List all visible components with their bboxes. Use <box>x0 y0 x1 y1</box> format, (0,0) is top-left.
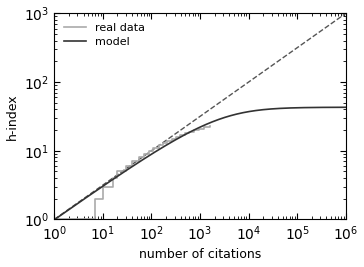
model <box>306 106 311 109</box>
real data <box>182 132 187 135</box>
Y-axis label: h-index: h-index <box>5 93 19 140</box>
real data <box>130 160 134 163</box>
real data <box>151 146 156 150</box>
real data <box>147 149 151 152</box>
real data <box>101 185 105 188</box>
model <box>103 183 107 186</box>
real data <box>197 127 201 130</box>
real data <box>187 130 191 133</box>
real data <box>208 124 212 127</box>
Line: model: model <box>54 107 346 220</box>
real data <box>115 170 120 173</box>
real data <box>178 133 182 136</box>
real data <box>52 218 56 221</box>
real data <box>157 144 161 147</box>
real data <box>192 128 196 132</box>
Line: real data: real data <box>54 126 210 219</box>
model <box>338 106 342 109</box>
model <box>344 106 348 109</box>
real data <box>202 125 206 129</box>
model <box>52 218 56 221</box>
real data <box>174 135 178 138</box>
real data <box>96 197 100 200</box>
real data <box>161 141 165 144</box>
real data <box>124 164 128 168</box>
Legend: real data, model: real data, model <box>60 19 150 51</box>
real data <box>86 218 90 221</box>
real data <box>165 139 169 142</box>
real data <box>93 197 98 200</box>
real data <box>142 152 146 155</box>
model <box>177 136 181 140</box>
real data <box>106 185 111 188</box>
real data <box>136 156 141 159</box>
real data <box>111 176 115 180</box>
real data <box>169 137 174 140</box>
model <box>85 195 90 198</box>
X-axis label: number of citations: number of citations <box>139 249 261 261</box>
model <box>164 144 168 147</box>
